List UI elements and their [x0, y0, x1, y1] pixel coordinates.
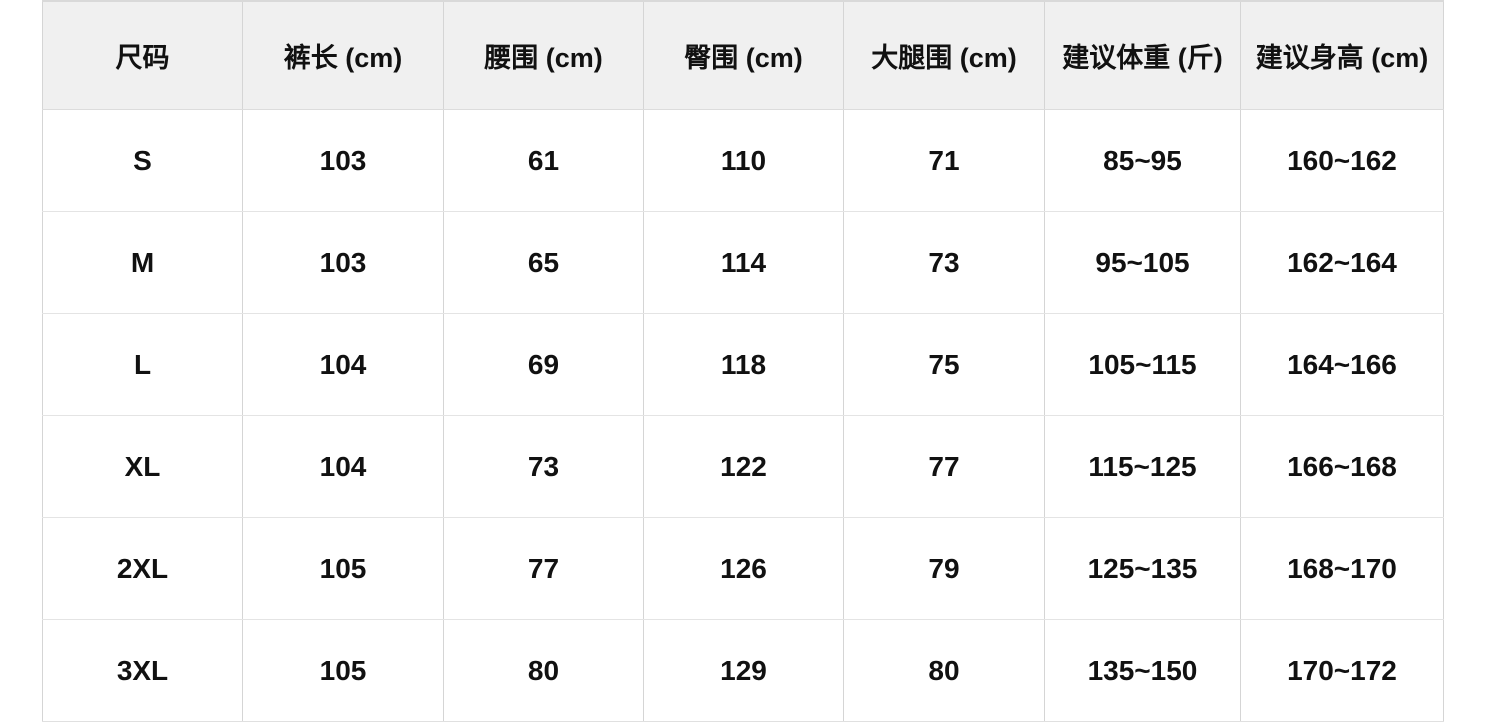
header-cell: 裤长 (cm): [242, 0, 444, 110]
header-cell: 臀围 (cm): [643, 0, 844, 110]
table-cell: 126: [643, 517, 844, 620]
size-chart-table: 尺码 裤长 (cm) 腰围 (cm) 臀围 (cm) 大腿围 (cm) 建议体重 (斤) 建…: [42, 0, 1444, 722]
table-cell: 160~162: [1240, 109, 1444, 212]
table-cell: 73: [843, 211, 1045, 314]
table-cell: 103: [242, 211, 444, 314]
table-cell: 69: [443, 313, 644, 416]
table-cell: 61: [443, 109, 644, 212]
table-cell: 80: [443, 619, 644, 722]
header-cell: 大腿围 (cm): [843, 0, 1045, 110]
size-label-cell: L: [42, 313, 243, 416]
table-cell: 104: [242, 313, 444, 416]
table-cell: 170~172: [1240, 619, 1444, 722]
header-cell: 建议身高 (cm): [1240, 0, 1444, 110]
table-cell: 122: [643, 415, 844, 518]
table-row: 2XL 105 77 126 79 125~135 168~170: [42, 517, 1444, 620]
table-cell: 162~164: [1240, 211, 1444, 314]
header-cell: 建议体重 (斤): [1044, 0, 1241, 110]
table-cell: 85~95: [1044, 109, 1241, 212]
table-cell: 73: [443, 415, 644, 518]
table-cell: 105: [242, 619, 444, 722]
table-cell: 115~125: [1044, 415, 1241, 518]
size-chart-header: 尺码 裤长 (cm) 腰围 (cm) 臀围 (cm) 大腿围 (cm) 建议体重 (斤) 建…: [42, 0, 1444, 110]
table-row: S 103 61 110 71 85~95 160~162: [42, 109, 1444, 212]
table-cell: 164~166: [1240, 313, 1444, 416]
size-label-cell: M: [42, 211, 243, 314]
table-row: XL 104 73 122 77 115~125 166~168: [42, 415, 1444, 518]
table-row: 3XL 105 80 129 80 135~150 170~172: [42, 619, 1444, 722]
table-cell: 114: [643, 211, 844, 314]
table-cell: 129: [643, 619, 844, 722]
table-cell: 80: [843, 619, 1045, 722]
header-cell: 尺码: [42, 0, 243, 110]
size-chart-body: S 103 61 110 71 85~95 160~162 M 103 65 114 73 95~105…: [42, 109, 1444, 722]
table-cell: 103: [242, 109, 444, 212]
table-cell: 77: [443, 517, 644, 620]
table-cell: 166~168: [1240, 415, 1444, 518]
table-cell: 104: [242, 415, 444, 518]
size-chart: 尺码 裤长 (cm) 腰围 (cm) 臀围 (cm) 大腿围 (cm) 建议体重 (斤) 建…: [42, 0, 1444, 722]
size-label-cell: S: [42, 109, 243, 212]
table-cell: 95~105: [1044, 211, 1241, 314]
table-cell: 105~115: [1044, 313, 1241, 416]
header-cell: 腰围 (cm): [443, 0, 644, 110]
header-row: 尺码 裤长 (cm) 腰围 (cm) 臀围 (cm) 大腿围 (cm) 建议体重 (斤) 建…: [42, 0, 1444, 110]
table-cell: 168~170: [1240, 517, 1444, 620]
table-cell: 135~150: [1044, 619, 1241, 722]
table-cell: 75: [843, 313, 1045, 416]
size-label-cell: 3XL: [42, 619, 243, 722]
size-label-cell: XL: [42, 415, 243, 518]
table-row: L 104 69 118 75 105~115 164~166: [42, 313, 1444, 416]
table-row: M 103 65 114 73 95~105 162~164: [42, 211, 1444, 314]
table-cell: 79: [843, 517, 1045, 620]
table-cell: 77: [843, 415, 1045, 518]
table-cell: 71: [843, 109, 1045, 212]
table-cell: 118: [643, 313, 844, 416]
table-cell: 65: [443, 211, 644, 314]
table-cell: 125~135: [1044, 517, 1241, 620]
table-cell: 110: [643, 109, 844, 212]
size-label-cell: 2XL: [42, 517, 243, 620]
table-cell: 105: [242, 517, 444, 620]
